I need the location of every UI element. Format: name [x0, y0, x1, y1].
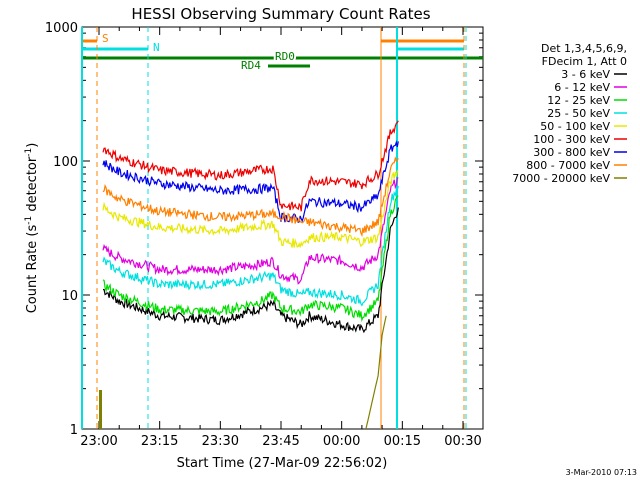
legend-entry: 7000 - 20000 keV	[512, 172, 610, 185]
state-flags: S N RD0 RD4	[81, 27, 483, 429]
y-tick-label: 1000	[45, 21, 78, 36]
flag-n-label: N	[153, 41, 160, 54]
legend-entry: 6 - 12 keV	[554, 81, 610, 94]
y-axis: 1 10 100 1000	[45, 21, 483, 438]
marker-olive-spike	[99, 390, 102, 429]
x-axis-label: Start Time (27-Mar-09 22:56:02)	[177, 456, 388, 471]
chart-title: HESSI Observing Summary Count Rates	[131, 5, 430, 23]
series-line	[102, 207, 399, 334]
series-line	[102, 185, 399, 307]
y-tick-label: 1	[70, 423, 78, 438]
series-lines	[102, 120, 399, 430]
legend-entry: 300 - 800 keV	[533, 146, 610, 159]
flag-s-label: S	[102, 32, 109, 45]
legend-entry: 100 - 300 keV	[533, 133, 610, 146]
x-tick-label: 00:00	[323, 434, 360, 449]
series-line	[102, 169, 399, 248]
y-tick-label: 10	[61, 289, 78, 304]
flag-rd0-label: RD0	[275, 50, 295, 63]
flag-rd4-label: RD4	[241, 59, 261, 72]
y-tick-label: 100	[53, 155, 78, 170]
plot-frame	[81, 26, 484, 430]
x-tick-label: 23:15	[141, 434, 178, 449]
legend-entry: 12 - 25 keV	[547, 94, 610, 107]
x-tick-label: 23:30	[202, 434, 239, 449]
footer-date: 3-Mar-2010 07:13	[566, 468, 637, 477]
legend-entry: 800 - 7000 keV	[526, 159, 610, 172]
x-tick-label: 23:45	[262, 434, 299, 449]
y-axis-label: Count Rate (s-1 detector-1)	[24, 143, 40, 314]
x-tick-label: 00:30	[444, 434, 481, 449]
legend-entry: 25 - 50 keV	[547, 107, 610, 120]
legend-entry: 3 - 6 keV	[561, 68, 610, 81]
x-tick-label: 00:15	[384, 434, 421, 449]
legend-header: Det 1,3,4,5,6,9,	[541, 42, 627, 55]
x-tick-label: 23:00	[80, 434, 117, 449]
legend-header: FDecim 1, Att 0	[542, 55, 627, 68]
series-line	[102, 139, 399, 224]
series-line	[102, 177, 399, 285]
legend-entry: 50 - 100 keV	[540, 120, 610, 133]
series-line	[365, 315, 387, 430]
series-line	[102, 120, 399, 212]
series-line	[102, 195, 399, 323]
series-line	[102, 156, 399, 238]
legend: Det 1,3,4,5,6,9,FDecim 1, Att 03 - 6 keV…	[512, 42, 627, 185]
x-axis: 23:00 23:15 23:30 23:45 00:00 00:15 00:30	[80, 27, 482, 449]
